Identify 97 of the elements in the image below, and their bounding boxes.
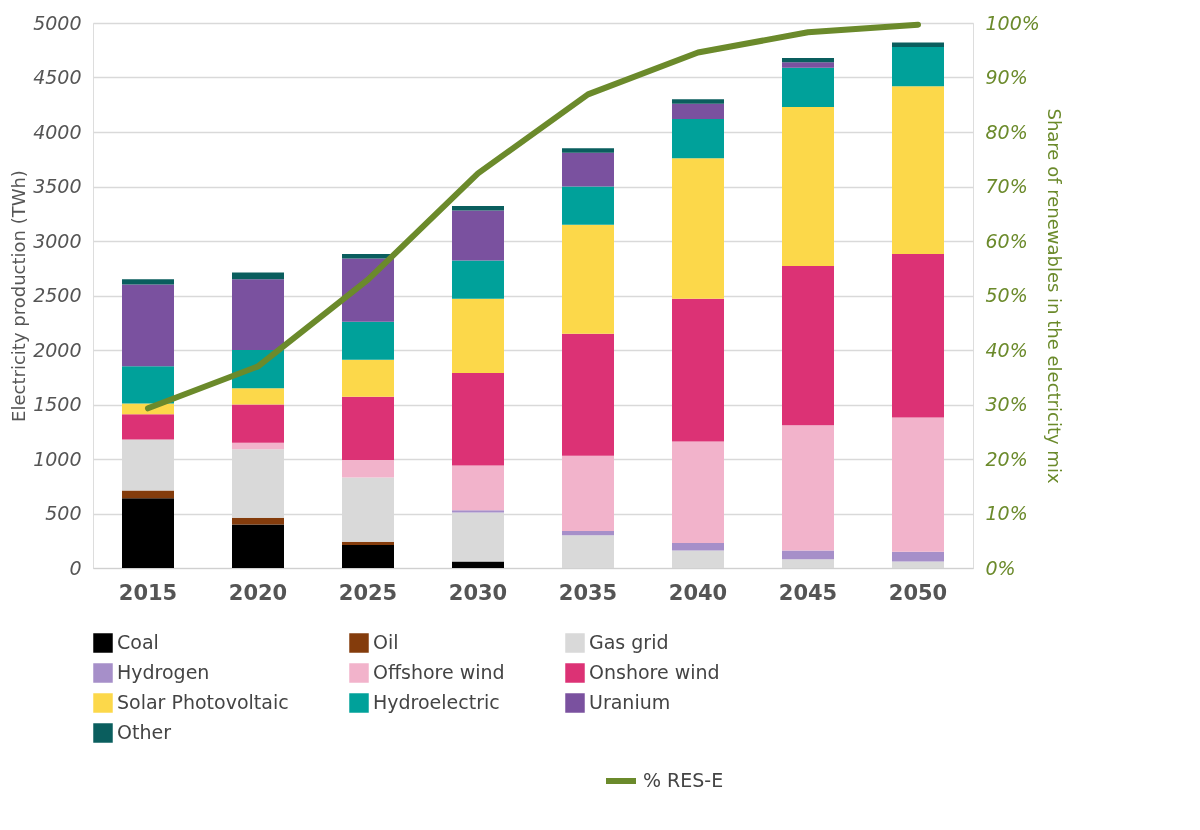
y2-tick-label: 20% <box>985 447 1028 470</box>
y-tick-label: 4000 <box>33 120 82 143</box>
legend-label: Oil <box>373 631 399 653</box>
bar <box>672 441 724 543</box>
bar <box>342 321 394 360</box>
bar <box>672 99 724 104</box>
y-tick-label: 1000 <box>33 447 82 470</box>
x-tick-label: 2025 <box>338 580 398 605</box>
bar <box>342 460 394 478</box>
bar <box>892 46 944 87</box>
y-tick-label: 1500 <box>33 393 82 415</box>
bar <box>892 86 944 255</box>
bar <box>892 254 944 418</box>
bar <box>452 510 504 513</box>
y2-tick-label: 60% <box>985 229 1028 252</box>
bar <box>562 333 614 456</box>
bar <box>232 388 284 405</box>
bar <box>892 417 944 552</box>
y-tick-label: 5000 <box>33 11 82 34</box>
bar <box>782 62 834 68</box>
y-tick-label: 3500 <box>33 175 82 197</box>
bar <box>122 498 174 568</box>
legend-label: Onshore wind <box>589 661 720 683</box>
bar <box>452 206 504 211</box>
bar <box>672 118 724 159</box>
bar <box>122 279 174 285</box>
y2-tick-label: 100% <box>985 11 1040 34</box>
bar <box>452 465 504 511</box>
y-axis-title: Electricity production (TWh) <box>8 170 30 422</box>
bar <box>892 551 944 562</box>
x-tick-label: 2040 <box>668 580 728 605</box>
y-tick-label: 4500 <box>33 66 82 88</box>
bar <box>672 103 724 119</box>
bar <box>892 42 944 47</box>
bar <box>782 550 834 560</box>
x-tick-label: 2020 <box>228 580 288 605</box>
bar <box>562 148 614 153</box>
bar <box>672 542 724 551</box>
bar <box>672 158 724 299</box>
bar <box>232 442 284 450</box>
bar <box>782 266 834 426</box>
bar <box>452 210 504 261</box>
bar <box>232 279 284 350</box>
legend-label: Gas grid <box>589 631 669 653</box>
bar <box>232 404 284 443</box>
bar <box>452 561 504 568</box>
bar <box>122 490 174 499</box>
y2-tick-label: 50% <box>985 284 1028 306</box>
bar <box>232 517 284 525</box>
bar <box>452 260 504 299</box>
bar <box>562 455 614 531</box>
legend-label: Hydrogen <box>117 661 210 683</box>
y2-tick-label: 90% <box>985 66 1028 88</box>
legend-label: Hydroelectric <box>373 691 500 713</box>
bar <box>782 106 834 267</box>
y2-axis-title: Share of renewables in the electricity mix <box>1043 108 1065 484</box>
y-tick-label: 500 <box>45 502 82 524</box>
bar <box>122 414 174 440</box>
bar <box>342 545 394 568</box>
bar <box>342 541 394 546</box>
bar <box>562 224 614 334</box>
bar <box>562 152 614 187</box>
y-tick-label: 2500 <box>33 284 82 306</box>
bar <box>232 272 284 280</box>
y2-tick-label: 10% <box>985 502 1028 524</box>
bar <box>562 186 614 225</box>
legend-label: Other <box>117 721 172 743</box>
bar <box>342 396 394 461</box>
bar <box>122 366 174 404</box>
bar <box>672 298 724 442</box>
bar <box>782 425 834 551</box>
y-tick-label: 0 <box>69 556 82 579</box>
legend-label: Offshore wind <box>373 661 505 683</box>
x-tick-label: 2030 <box>448 580 508 605</box>
y2-tick-label: 70% <box>985 175 1028 197</box>
x-tick-label: 2015 <box>118 580 178 605</box>
y2-tick-label: 80% <box>985 120 1028 143</box>
legend-label: Coal <box>117 631 159 653</box>
y-tick-label: 3000 <box>33 229 82 252</box>
x-tick-label: 2050 <box>888 580 948 605</box>
y-tick-label: 2000 <box>33 338 82 361</box>
y2-tick-label: 40% <box>985 338 1028 361</box>
bar <box>562 530 614 536</box>
y2-tick-label: 0% <box>985 556 1016 579</box>
x-tick-label: 2035 <box>558 580 618 605</box>
legend-label: % RES-E <box>643 769 724 791</box>
bar <box>452 372 504 466</box>
bar <box>452 298 504 373</box>
x-tick-label: 2045 <box>778 580 838 605</box>
y2-tick-label: 30% <box>985 393 1028 415</box>
bar <box>342 359 394 397</box>
bar <box>122 284 174 367</box>
bar <box>782 67 834 107</box>
legend-label: Solar Photovoltaic <box>117 691 289 713</box>
bar <box>232 524 284 568</box>
legend-label: Uranium <box>589 691 671 713</box>
bar <box>782 57 834 63</box>
